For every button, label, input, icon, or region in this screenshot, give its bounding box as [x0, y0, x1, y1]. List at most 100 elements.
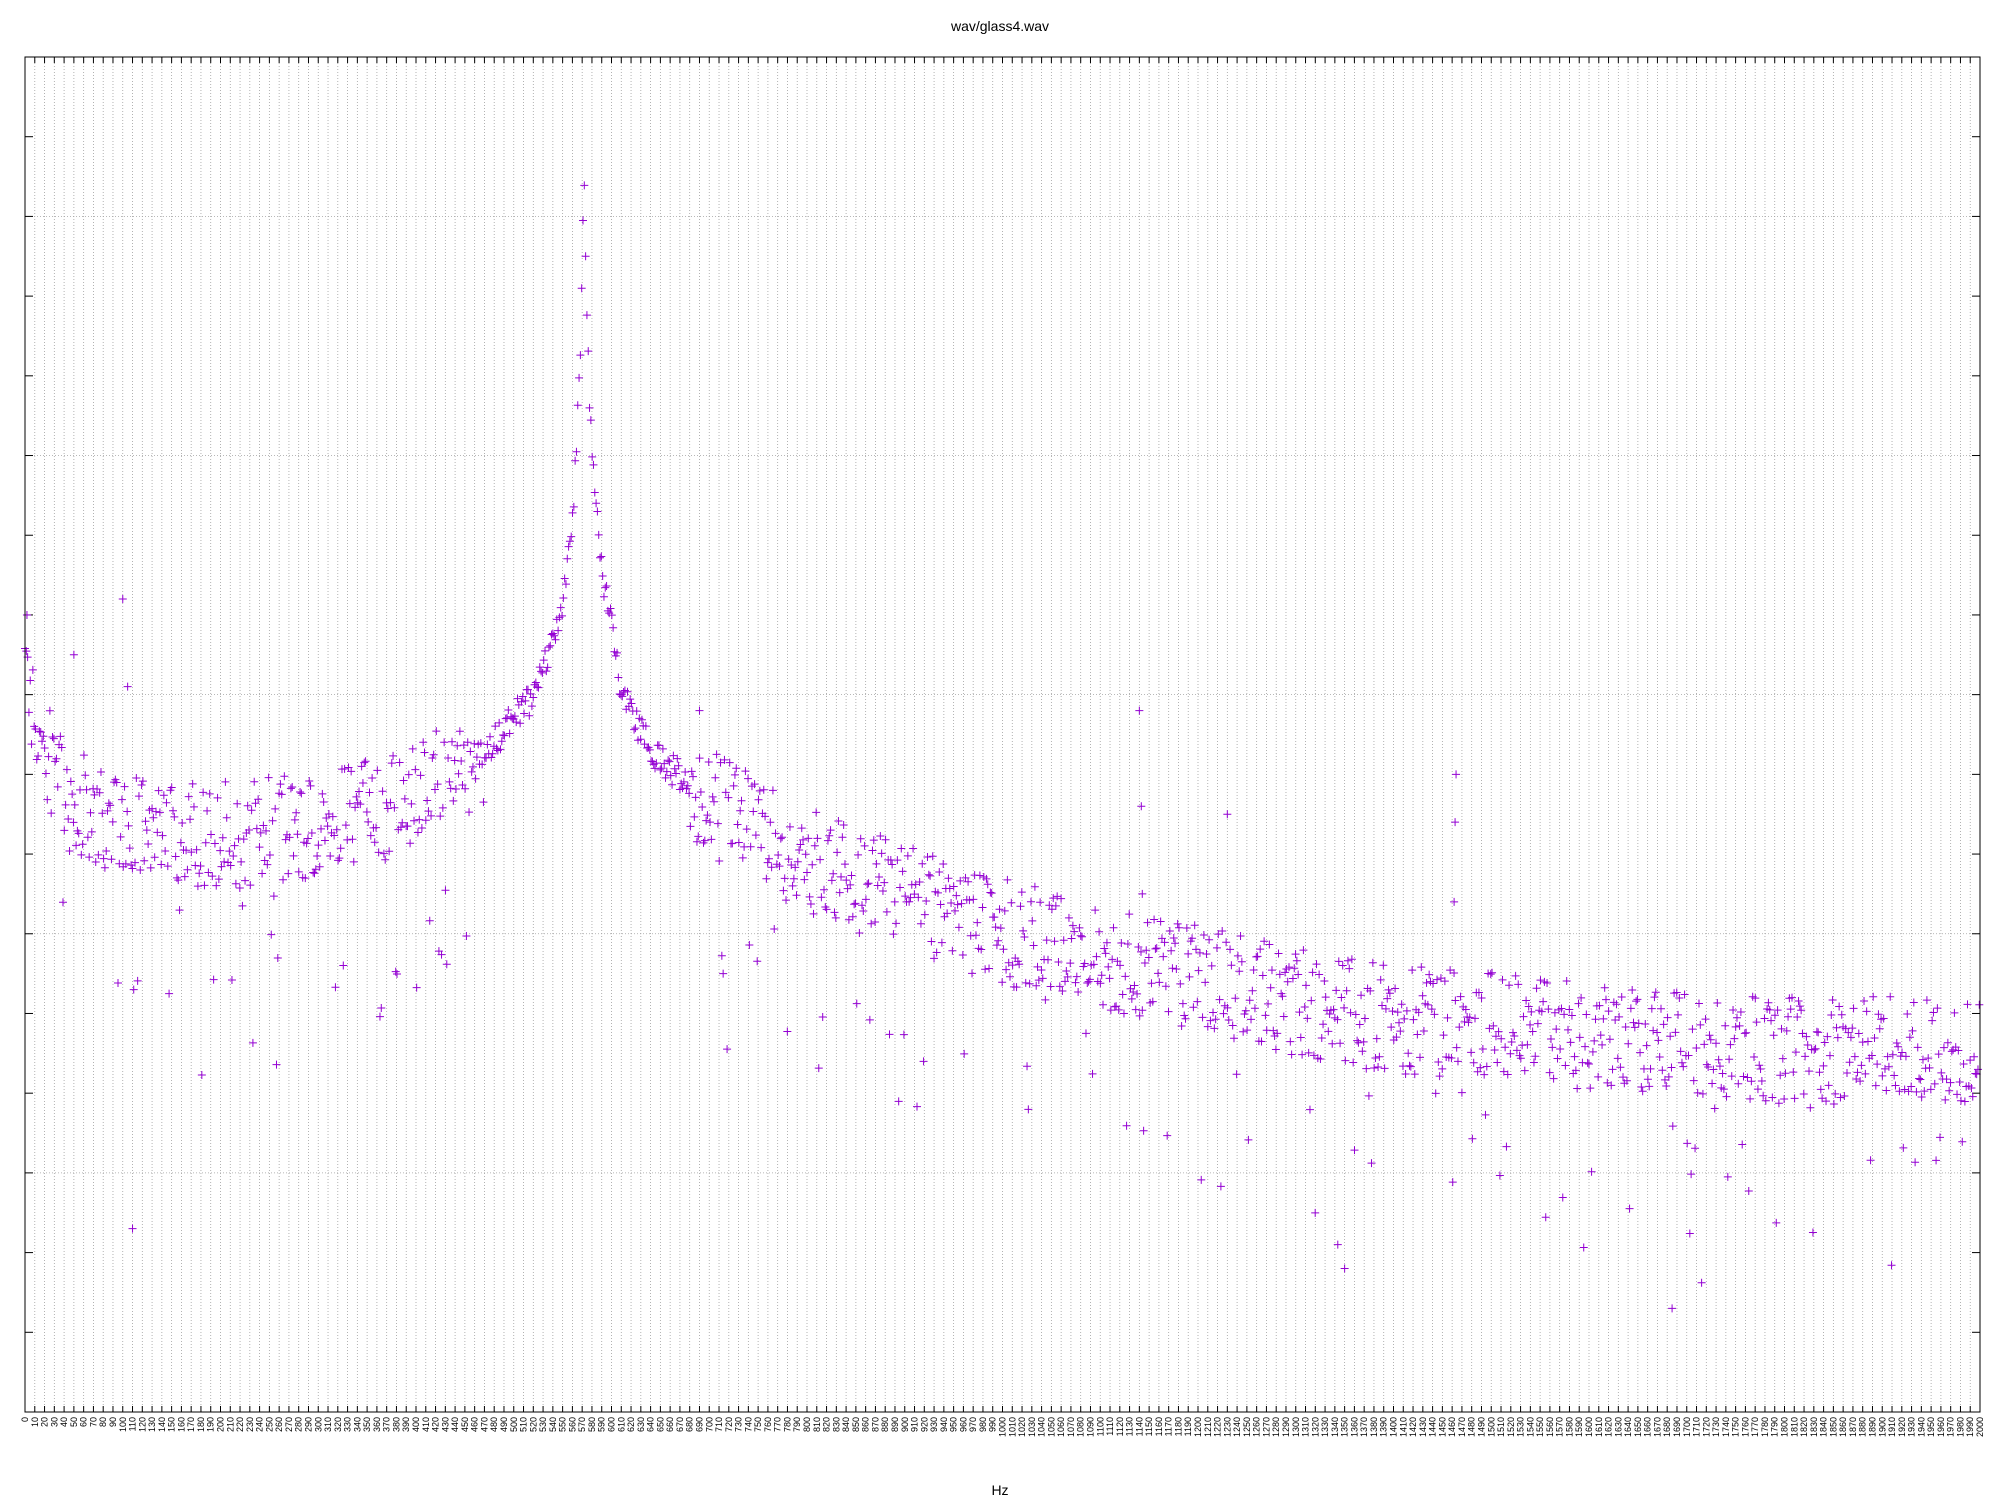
data-point: [246, 881, 255, 890]
data-point: [1362, 1064, 1371, 1073]
data-point: [293, 830, 302, 839]
data-point: [601, 583, 610, 592]
x-tick-label: 300: [313, 1417, 323, 1432]
data-point: [64, 815, 73, 824]
data-point: [1151, 944, 1160, 953]
data-point: [1664, 1072, 1673, 1081]
data-point: [779, 886, 788, 895]
data-point: [243, 801, 252, 810]
data-point: [1856, 1077, 1865, 1086]
data-point: [764, 854, 773, 863]
x-tick-label: 1950: [1926, 1417, 1936, 1437]
data-point: [1066, 959, 1075, 968]
data-point: [568, 508, 577, 517]
data-point: [1958, 1137, 1967, 1146]
x-tick-label: 590: [597, 1417, 607, 1432]
x-tick-label: 1990: [1965, 1417, 1975, 1437]
data-point: [1464, 1018, 1473, 1027]
data-point: [1905, 1033, 1914, 1042]
data-point: [1244, 1135, 1253, 1144]
data-point: [488, 749, 497, 758]
data-point: [719, 969, 728, 978]
data-point: [1194, 966, 1203, 975]
data-point: [1358, 1047, 1367, 1056]
data-point: [802, 868, 811, 877]
data-point: [1123, 940, 1132, 949]
data-point: [725, 758, 734, 767]
data-point: [149, 813, 158, 822]
data-point: [774, 850, 783, 859]
data-point: [990, 913, 999, 922]
data-point: [829, 869, 838, 878]
data-point: [288, 782, 297, 791]
data-point: [992, 941, 1001, 950]
data-point: [1801, 1052, 1810, 1061]
data-point: [973, 918, 982, 927]
data-point: [1478, 1045, 1487, 1054]
data-point: [466, 747, 475, 756]
data-point: [1222, 938, 1231, 947]
data-point: [365, 788, 374, 797]
data-point: [527, 702, 536, 711]
data-point: [306, 781, 315, 790]
x-tick-label: 420: [431, 1417, 441, 1432]
data-point: [632, 707, 641, 716]
x-tick-label: 1060: [1056, 1417, 1066, 1437]
data-point: [1095, 927, 1104, 936]
data-point: [994, 936, 1003, 945]
data-point: [174, 876, 183, 885]
data-point: [267, 930, 276, 939]
data-point: [178, 818, 187, 827]
data-point: [1581, 1042, 1590, 1051]
data-point: [1960, 1097, 1969, 1106]
data-point: [1030, 882, 1039, 891]
x-tick-label: 210: [225, 1417, 235, 1432]
data-point: [279, 875, 288, 884]
data-point: [822, 905, 831, 914]
data-point: [196, 862, 205, 871]
data-point: [947, 899, 956, 908]
data-point: [1271, 1045, 1280, 1054]
data-point: [1668, 1304, 1677, 1313]
data-point: [913, 1102, 922, 1111]
data-point: [91, 858, 100, 867]
data-point: [715, 856, 724, 865]
data-point: [1636, 1048, 1645, 1057]
x-tick-label: 730: [734, 1417, 744, 1432]
data-point: [775, 862, 784, 871]
data-point: [374, 848, 383, 857]
data-point: [396, 823, 405, 832]
data-point: [1450, 897, 1459, 906]
x-tick-label: 920: [919, 1417, 929, 1432]
x-tick-label: 1160: [1154, 1417, 1164, 1436]
x-tick-label: 610: [616, 1417, 626, 1432]
data-point: [1286, 1037, 1295, 1046]
data-point: [1300, 1003, 1309, 1012]
data-point: [79, 751, 88, 760]
data-point: [1824, 1081, 1833, 1090]
data-point: [1825, 1051, 1834, 1060]
data-point: [1237, 957, 1246, 966]
data-point: [81, 771, 90, 780]
data-point: [582, 311, 591, 320]
data-point: [1085, 975, 1094, 984]
data-point: [928, 852, 937, 861]
data-point: [679, 777, 688, 786]
data-point: [124, 821, 133, 830]
data-point: [476, 739, 485, 748]
data-point: [248, 1038, 257, 1047]
data-point: [410, 816, 419, 825]
data-point: [878, 887, 887, 896]
data-point: [1936, 1133, 1944, 1142]
data-point: [1511, 971, 1520, 980]
data-point: [1832, 1023, 1841, 1032]
data-point: [1705, 1031, 1714, 1040]
data-point: [258, 869, 267, 878]
x-tick-label: 1360: [1349, 1417, 1359, 1437]
data-point: [471, 774, 480, 783]
data-point: [1396, 1027, 1405, 1036]
data-point: [523, 685, 532, 694]
data-point: [1770, 1011, 1779, 1020]
x-tick-label: 430: [440, 1417, 450, 1432]
data-point: [1372, 1034, 1381, 1043]
